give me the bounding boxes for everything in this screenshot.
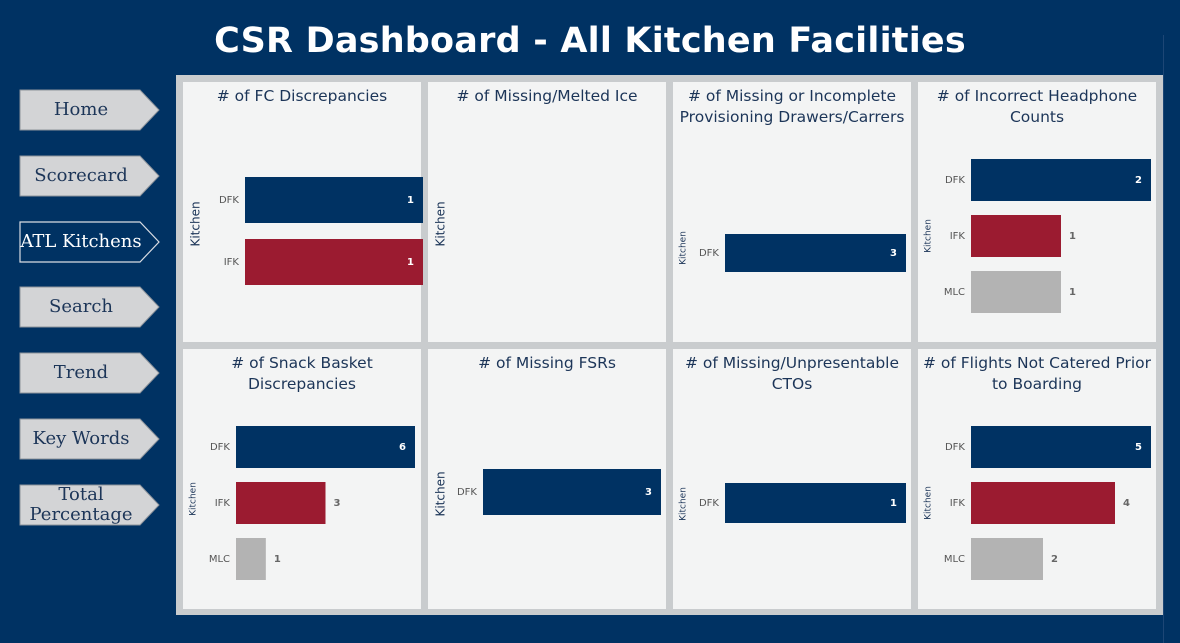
fc-discrepancies-chart[interactable]: # of FC Discrepancies Kitchen DFK 1 IFK 1 xyxy=(183,82,423,342)
bar-mlc[interactable] xyxy=(971,271,1061,313)
y-axis-label: Kitchen xyxy=(434,471,448,516)
nav-total-percentage-button[interactable]: Total Percentage xyxy=(19,484,160,526)
bar-dfk[interactable] xyxy=(236,426,415,468)
provisioning-drawers-chart[interactable]: # of Missing or Incomplete Provisioning … xyxy=(673,82,911,342)
category-tick-label: DFK xyxy=(219,195,239,206)
flights-not-catered-chart[interactable]: # of Flights Not Catered Prior to Boardi… xyxy=(918,349,1156,609)
bar-dfk[interactable] xyxy=(725,483,906,523)
y-axis-label: Kitchen xyxy=(679,231,689,265)
bar-dfk[interactable] xyxy=(725,234,906,272)
data-label: 1 xyxy=(407,257,414,268)
chart-title: # of Snack Basket Discrepancies xyxy=(231,354,373,393)
nav-button-arrow-shape xyxy=(19,352,160,394)
chart-plot: Kitchen DFK 5 IFK 4 MLC 2 xyxy=(924,426,1151,580)
chart-plot: Kitchen DFK 1 xyxy=(679,483,906,523)
nav-home-button[interactable]: Home xyxy=(19,89,160,131)
chart-title: # of Flights Not Catered Prior to Boardi… xyxy=(922,354,1151,393)
category-tick-label: DFK xyxy=(210,442,230,453)
chart-title: # of Incorrect Headphone Counts xyxy=(936,87,1138,126)
missing-ctos-chart[interactable]: # of Missing/Unpresentable CTOs Kitchen DF… xyxy=(673,349,911,609)
data-label: 2 xyxy=(1051,554,1058,565)
nav-key-words-button[interactable]: Key Words xyxy=(19,418,160,460)
edge-divider xyxy=(1163,35,1164,643)
category-tick-label: MLC xyxy=(944,287,965,298)
chart-plot: Kitchen xyxy=(434,201,448,246)
chart-plot: Kitchen DFK 6 IFK 3 MLC 1 xyxy=(189,426,415,580)
chart-plot: Kitchen DFK 3 xyxy=(434,469,661,517)
category-tick-label: DFK xyxy=(457,487,477,498)
bar-dfk[interactable] xyxy=(971,426,1151,468)
data-label: 5 xyxy=(1135,442,1142,453)
data-label: 3 xyxy=(334,498,341,509)
data-label: 1 xyxy=(1069,287,1076,298)
category-tick-label: DFK xyxy=(945,175,965,186)
category-tick-label: DFK xyxy=(945,442,965,453)
y-axis-label: Kitchen xyxy=(189,482,199,516)
data-label: 3 xyxy=(890,248,897,259)
nav-atl-kitchens-button[interactable]: ATL Kitchens xyxy=(19,221,160,263)
data-label: 3 xyxy=(645,487,652,498)
bar-mlc[interactable] xyxy=(236,538,266,580)
category-tick-label: IFK xyxy=(224,257,240,268)
bar-ifk[interactable] xyxy=(245,239,423,285)
chart-title: # of Missing or Incomplete Provisioning … xyxy=(679,87,905,126)
nav-button-label: Search xyxy=(49,296,113,317)
chart-plot: Kitchen DFK 3 xyxy=(679,231,906,272)
category-tick-label: DFK xyxy=(699,498,719,509)
nav-button-arrow-shape xyxy=(19,155,160,197)
missing-melted-ice-chart[interactable]: # of Missing/Melted Ice Kitchen xyxy=(428,82,666,342)
bar-dfk[interactable] xyxy=(245,177,423,223)
chart-title: # of Missing FSRs xyxy=(478,354,616,372)
category-tick-label: MLC xyxy=(209,554,230,565)
category-tick-label: IFK xyxy=(950,231,966,242)
data-label: 1 xyxy=(274,554,281,565)
nav-button-label: Total Percentage xyxy=(29,484,133,525)
nav-button-label: ATL Kitchens xyxy=(20,231,142,252)
footer-strip xyxy=(176,615,1163,643)
y-axis-label: Kitchen xyxy=(924,219,934,253)
nav-button-arrow-shape xyxy=(19,286,160,328)
bar-ifk[interactable] xyxy=(971,215,1061,257)
chart-title: # of Missing/Melted Ice xyxy=(456,87,638,105)
data-label: 1 xyxy=(890,498,897,509)
nav-button-arrow-shape xyxy=(19,89,160,131)
y-axis-label: Kitchen xyxy=(189,201,203,246)
headphone-counts-chart[interactable]: # of Incorrect Headphone Counts Kitchen DF… xyxy=(918,82,1156,342)
chart-title: # of FC Discrepancies xyxy=(216,87,388,105)
y-axis-label: Kitchen xyxy=(434,201,448,246)
chart-title: # of Missing/Unpresentable CTOs xyxy=(684,354,900,393)
bar-dfk[interactable] xyxy=(483,469,661,515)
snack-basket-chart[interactable]: # of Snack Basket Discrepancies Kitchen DF… xyxy=(183,349,421,609)
category-tick-label: IFK xyxy=(215,498,231,509)
nav-button-label: Key Words xyxy=(32,428,130,449)
nav-button-label: Home xyxy=(53,99,109,120)
data-label: 4 xyxy=(1123,498,1130,509)
y-axis-label: Kitchen xyxy=(679,487,689,521)
bar-ifk[interactable] xyxy=(971,482,1115,524)
y-axis-label: Kitchen xyxy=(924,486,934,520)
nav-button-arrow-shape xyxy=(19,484,160,526)
category-tick-label: DFK xyxy=(699,248,719,259)
bar-ifk[interactable] xyxy=(236,482,326,524)
data-label: 1 xyxy=(1069,231,1076,242)
category-tick-label: IFK xyxy=(950,498,966,509)
nav-button-label: Trend xyxy=(53,362,109,383)
nav-search-button[interactable]: Search xyxy=(19,286,160,328)
bar-mlc[interactable] xyxy=(971,538,1043,580)
missing-fsrs-chart[interactable]: # of Missing FSRs Kitchen DFK 3 xyxy=(428,349,666,609)
nav-scorecard-button[interactable]: Scorecard xyxy=(19,155,160,197)
nav-trend-button[interactable]: Trend xyxy=(19,352,160,394)
dashboard-grid: # of FC Discrepancies Kitchen DFK 1 IFK 1 # of… xyxy=(176,75,1163,615)
page-title: CSR Dashboard - All Kitchen Facilities xyxy=(214,21,966,61)
chart-plot: Kitchen DFK 1 IFK 1 xyxy=(189,177,423,285)
category-tick-label: MLC xyxy=(944,554,965,565)
nav-button-label: Scorecard xyxy=(34,165,128,186)
data-label: 6 xyxy=(399,442,406,453)
data-label: 1 xyxy=(407,195,414,206)
chart-plot: Kitchen DFK 2 IFK 1 MLC 1 xyxy=(924,159,1151,313)
bar-dfk[interactable] xyxy=(971,159,1151,201)
nav-button-arrow-shape xyxy=(19,418,160,460)
nav-button-arrow-shape xyxy=(19,221,160,263)
data-label: 2 xyxy=(1135,175,1142,186)
